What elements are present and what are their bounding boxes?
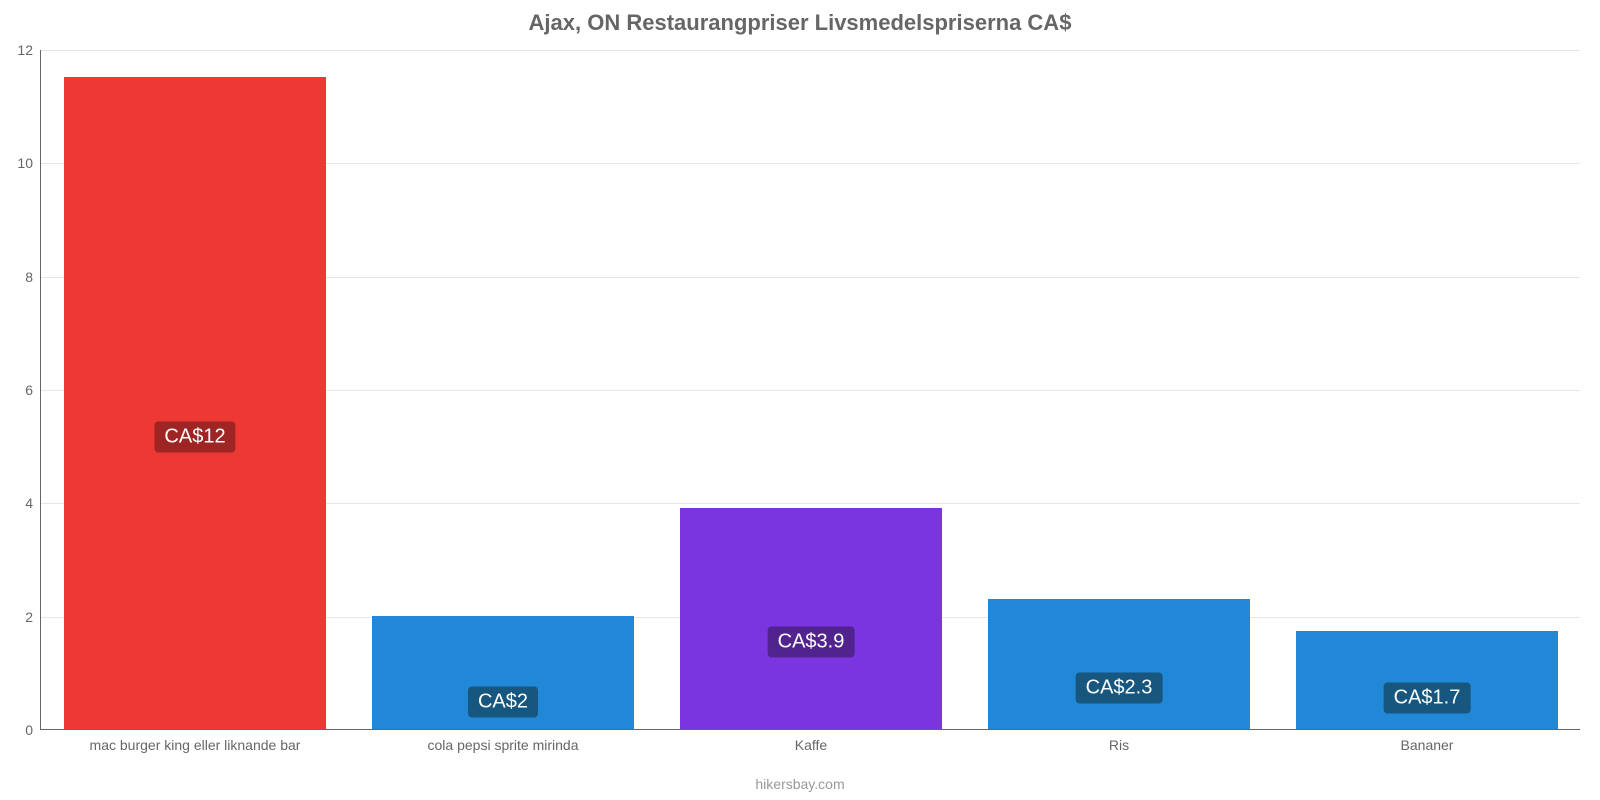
x-tick-label: Bananer [1401, 729, 1454, 753]
x-tick-label: Kaffe [795, 729, 827, 753]
bar [1296, 631, 1558, 729]
y-tick-label: 6 [25, 380, 41, 400]
x-tick-label: Ris [1109, 729, 1129, 753]
bar-value-label: CA$12 [154, 421, 235, 452]
bar-value-label: CA$1.7 [1384, 682, 1471, 713]
bar [64, 77, 326, 729]
y-tick-label: 4 [25, 493, 41, 513]
y-tick-label: 0 [25, 720, 41, 740]
bar [680, 508, 942, 729]
plot-area: 024681012CA$12mac burger king eller likn… [40, 50, 1580, 730]
y-tick-label: 8 [25, 267, 41, 287]
y-tick-label: 12 [17, 40, 41, 60]
chart-title: Ajax, ON Restaurangpriser Livsmedelspris… [0, 10, 1600, 36]
price-chart: Ajax, ON Restaurangpriser Livsmedelspris… [0, 0, 1600, 800]
y-tick-label: 10 [17, 153, 41, 173]
grid-line [41, 50, 1580, 51]
bar [988, 599, 1250, 729]
bar-value-label: CA$2.3 [1076, 673, 1163, 704]
y-tick-label: 2 [25, 607, 41, 627]
x-tick-label: mac burger king eller liknande bar [90, 729, 301, 753]
x-tick-label: cola pepsi sprite mirinda [428, 729, 579, 753]
bar-value-label: CA$3.9 [768, 626, 855, 657]
bar-value-label: CA$2 [468, 686, 538, 717]
chart-footer: hikersbay.com [0, 776, 1600, 792]
